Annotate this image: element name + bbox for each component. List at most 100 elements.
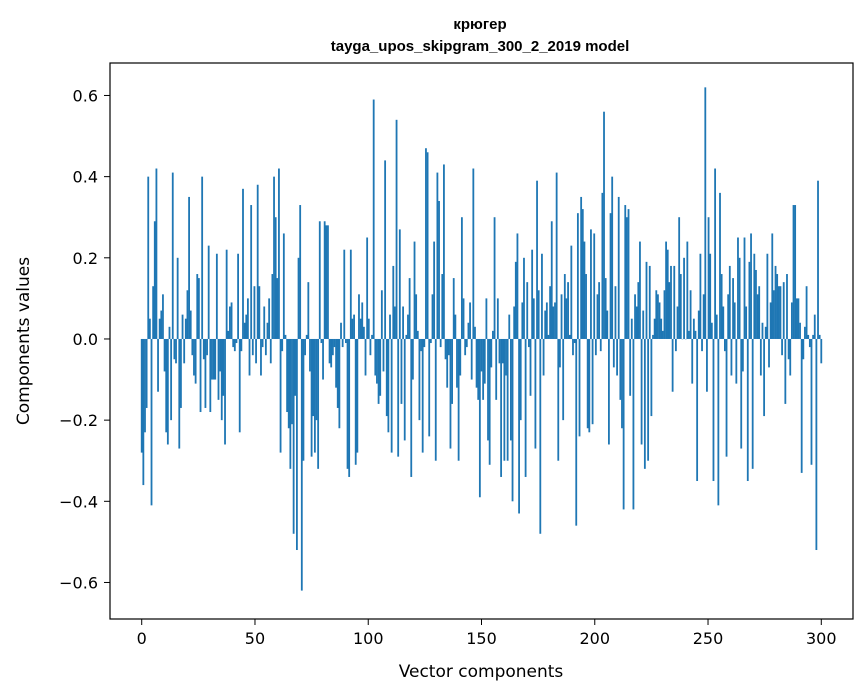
- bar: [730, 338, 733, 376]
- bar: [795, 298, 798, 339]
- bar: [153, 221, 156, 339]
- bar: [147, 176, 150, 339]
- bar: [764, 326, 767, 339]
- bar: [724, 338, 726, 352]
- bar: [478, 338, 481, 498]
- bar: [438, 200, 440, 339]
- bar: [578, 338, 581, 437]
- bar: [251, 338, 254, 356]
- bar: [171, 172, 174, 339]
- bar: [469, 302, 471, 339]
- bar: [281, 338, 284, 352]
- bar: [559, 338, 561, 368]
- bar: [661, 330, 664, 339]
- bar: [407, 314, 409, 339]
- y-tick-label: 0.0: [73, 330, 98, 349]
- bar: [621, 338, 623, 429]
- bar: [255, 338, 257, 364]
- bar: [802, 338, 805, 360]
- bar: [781, 338, 783, 356]
- bar: [286, 338, 289, 413]
- bar: [501, 338, 504, 364]
- bar: [361, 302, 364, 339]
- bar: [392, 265, 395, 339]
- bar: [209, 338, 212, 413]
- bar: [362, 326, 365, 339]
- bar: [405, 334, 408, 339]
- bar: [180, 338, 182, 408]
- x-tick-label: 200: [579, 629, 610, 648]
- bar: [779, 286, 782, 339]
- bar: [429, 338, 432, 344]
- bar: [279, 338, 282, 453]
- bar: [807, 334, 810, 339]
- bar: [514, 261, 517, 339]
- bar: [614, 286, 617, 339]
- bar: [398, 229, 401, 339]
- bar: [328, 338, 331, 364]
- bar: [624, 205, 627, 339]
- bar: [292, 338, 295, 534]
- bar: [385, 338, 388, 417]
- bar: [248, 338, 251, 376]
- bar: [810, 338, 813, 465]
- bar: [201, 176, 204, 339]
- bar: [487, 338, 489, 441]
- bar: [170, 338, 173, 421]
- bar: [642, 310, 645, 339]
- bar: [774, 265, 777, 339]
- bar: [256, 184, 259, 339]
- bar: [380, 290, 383, 339]
- bar: [408, 278, 411, 339]
- bar: [271, 274, 274, 339]
- bar: [451, 338, 453, 404]
- bar: [743, 237, 746, 339]
- bar: [689, 290, 692, 339]
- bar: [323, 221, 326, 339]
- bar: [753, 253, 756, 339]
- bar: [776, 274, 779, 339]
- bar: [186, 290, 189, 339]
- bar: [542, 338, 545, 376]
- bar: [674, 338, 677, 352]
- bar: [720, 274, 723, 339]
- bar: [537, 290, 540, 339]
- bar: [394, 306, 396, 339]
- bar: [632, 338, 635, 510]
- bar: [606, 310, 609, 339]
- bar: [552, 306, 555, 339]
- bar: [191, 338, 194, 356]
- bar: [704, 87, 707, 339]
- chart-title-line1: крюгер: [453, 16, 506, 33]
- bar: [758, 286, 761, 339]
- bar: [215, 253, 218, 339]
- bar: [748, 261, 751, 339]
- bar: [786, 274, 788, 339]
- bar: [670, 265, 672, 339]
- bar: [727, 294, 730, 339]
- bar: [676, 306, 679, 339]
- bar: [529, 338, 532, 396]
- bar: [351, 318, 354, 339]
- bar: [335, 338, 338, 388]
- bar: [495, 338, 498, 400]
- bar: [232, 338, 235, 348]
- bar: [715, 314, 718, 339]
- x-tick-label: 300: [806, 629, 837, 648]
- bar: [274, 217, 277, 339]
- bar: [572, 338, 574, 356]
- bar: [601, 192, 604, 339]
- bar: [313, 338, 316, 453]
- bar: [240, 338, 243, 352]
- bar: [402, 306, 404, 339]
- bar: [773, 290, 775, 339]
- bar: [421, 338, 424, 453]
- bar: [227, 330, 230, 339]
- bar: [197, 278, 200, 339]
- bar: [371, 334, 373, 339]
- bar: [751, 338, 754, 469]
- bar: [759, 338, 762, 376]
- bar: [573, 338, 576, 344]
- bar: [152, 286, 155, 339]
- bar: [403, 338, 406, 441]
